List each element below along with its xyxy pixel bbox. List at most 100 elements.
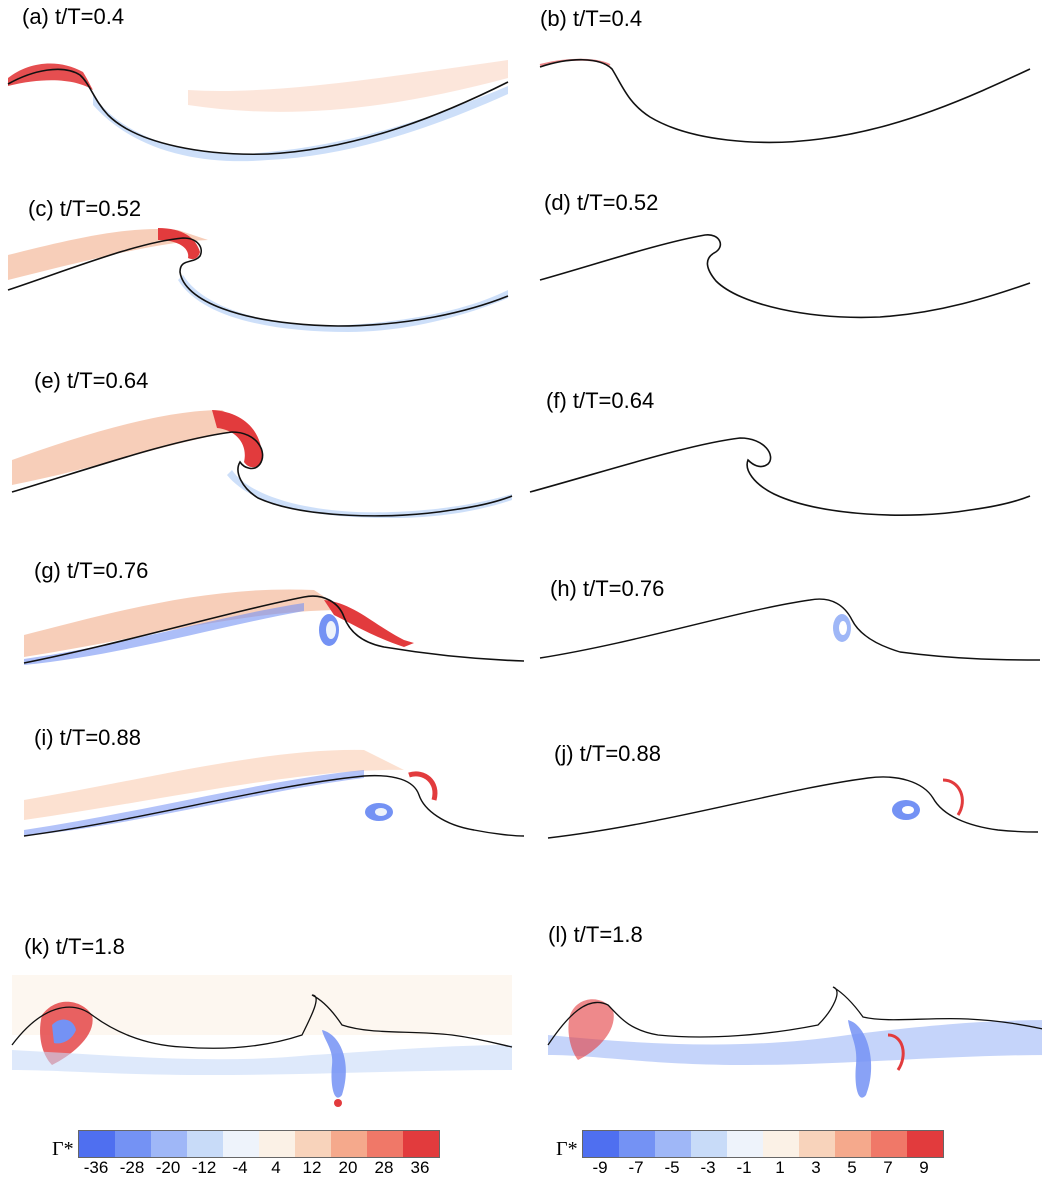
interface-line bbox=[529, 437, 1031, 516]
interface-line bbox=[539, 598, 1041, 661]
negative-vorticity-layer bbox=[178, 275, 508, 332]
colorbar-tick-label: -9 bbox=[592, 1158, 608, 1177]
colorbar-tick-label: -4 bbox=[232, 1158, 248, 1177]
positive-vorticity-layer bbox=[188, 60, 508, 112]
positive-vorticity-layer bbox=[24, 749, 404, 820]
colorbar-swatch bbox=[367, 1131, 403, 1157]
colorbar-swatch bbox=[583, 1131, 619, 1157]
panel-label-a: (a) t/T=0.4 bbox=[22, 4, 125, 29]
crest-vorticity bbox=[324, 600, 414, 647]
colorbar-tick-label: 12 bbox=[302, 1158, 322, 1177]
interface-line bbox=[23, 595, 525, 664]
colorbar-title: Γ* bbox=[52, 1138, 74, 1160]
colorbar-left: Γ* -36 -28 -20 -12 -4 4 12 20 28 36 bbox=[40, 1128, 460, 1180]
panel-label-h: (h) t/T=0.76 bbox=[550, 576, 665, 601]
colorbar-swatch bbox=[871, 1131, 907, 1157]
negative-vorticity-layer bbox=[24, 770, 364, 836]
positive-vorticity-layer bbox=[12, 410, 252, 485]
panel-k-plot bbox=[11, 975, 513, 1107]
crest-vorticity bbox=[408, 771, 438, 801]
colorbar-tick-label: 7 bbox=[883, 1158, 893, 1177]
panel-h-plot bbox=[539, 598, 1041, 661]
colorbar-tick-label: -5 bbox=[664, 1158, 680, 1177]
panel-label-d: (d) t/T=0.52 bbox=[544, 190, 659, 215]
panel-label-g: (g) t/T=0.76 bbox=[34, 558, 149, 583]
interface-line bbox=[11, 994, 513, 1049]
interface-line bbox=[23, 774, 525, 837]
colorbar-tick-label: -28 bbox=[119, 1158, 145, 1177]
interface-line bbox=[539, 234, 1031, 319]
colorbar-tick-label: 20 bbox=[338, 1158, 358, 1177]
colorbar-swatch bbox=[187, 1131, 223, 1157]
colorbar-swatch bbox=[403, 1131, 439, 1157]
colorbar-right: Γ* -9 -7 -5 -3 -1 1 3 5 7 9 bbox=[546, 1128, 966, 1180]
panel-i-plot bbox=[23, 749, 525, 837]
panel-label-k: (k) t/T=1.8 bbox=[24, 934, 125, 959]
panel-label-j: (j) t/T=0.88 bbox=[554, 741, 661, 766]
crest-vorticity bbox=[158, 228, 200, 260]
colorbar-swatch bbox=[619, 1131, 655, 1157]
negative-vorticity-layer bbox=[227, 470, 512, 518]
breaking-vortex-left bbox=[568, 999, 614, 1060]
colorbar-tick-label: 28 bbox=[374, 1158, 394, 1177]
colorbar-swatch bbox=[727, 1131, 763, 1157]
colorbar-tick-label: -20 bbox=[155, 1158, 181, 1177]
colorbar-tick-label: 36 bbox=[410, 1158, 430, 1177]
colorbar-swatches bbox=[582, 1130, 944, 1158]
colorbar-ticks: -9 -7 -5 -3 -1 1 3 5 7 9 bbox=[582, 1158, 942, 1180]
colorbar-swatch bbox=[907, 1131, 943, 1157]
plunging-jet bbox=[848, 1020, 872, 1098]
vorticity-under-surface bbox=[548, 1020, 1042, 1065]
panel-label-l: (l) t/T=1.8 bbox=[548, 922, 643, 947]
interface-line bbox=[11, 431, 513, 517]
crest-vorticity bbox=[212, 410, 263, 468]
colorbar-swatch bbox=[691, 1131, 727, 1157]
panel-label-b: (b) t/T=0.4 bbox=[540, 6, 643, 31]
colorbar-ticks: -36 -28 -20 -12 -4 4 12 20 28 36 bbox=[78, 1158, 438, 1180]
colorbar-tick-label: 9 bbox=[919, 1158, 929, 1177]
colorbar-swatch bbox=[295, 1131, 331, 1157]
crest-vorticity bbox=[8, 63, 93, 90]
colorbar-tick-label: -36 bbox=[83, 1158, 109, 1177]
panel-b-plot bbox=[539, 58, 1031, 144]
negative-vorticity-layer bbox=[24, 603, 304, 665]
panel-l-plot bbox=[547, 986, 1042, 1098]
colorbar-swatch bbox=[655, 1131, 691, 1157]
panel-c-plot bbox=[7, 228, 509, 332]
colorbar-tick-label: -3 bbox=[700, 1158, 716, 1177]
positive-vorticity-layer bbox=[24, 589, 344, 657]
panel-j-plot bbox=[547, 776, 1039, 839]
colorbar-tick-label: 5 bbox=[847, 1158, 857, 1177]
panel-e-plot bbox=[11, 410, 513, 518]
panel-g-plot bbox=[23, 589, 525, 665]
panel-label-f: (f) t/T=0.64 bbox=[546, 388, 655, 413]
panel-label-c: (c) t/T=0.52 bbox=[28, 196, 142, 221]
colorbar-tick-label: 3 bbox=[811, 1158, 821, 1177]
colorbar-swatch bbox=[151, 1131, 187, 1157]
interface-line bbox=[7, 237, 509, 327]
colorbar-swatch bbox=[835, 1131, 871, 1157]
colorbar-tick-label: -12 bbox=[191, 1158, 217, 1177]
colorbar-swatches bbox=[78, 1130, 440, 1158]
colorbar-title: Γ* bbox=[556, 1138, 578, 1160]
panel-f-plot bbox=[529, 437, 1031, 516]
colorbar-swatch bbox=[223, 1131, 259, 1157]
negative-vorticity-layer bbox=[93, 86, 508, 162]
vorticity-under-surface bbox=[12, 1045, 512, 1075]
colorbar-tick-label: -7 bbox=[628, 1158, 644, 1177]
colorbar-swatch bbox=[763, 1131, 799, 1157]
colorbar-swatch bbox=[331, 1131, 367, 1157]
panel-d-plot bbox=[539, 234, 1031, 319]
interface-line bbox=[547, 986, 1042, 1046]
interface-line bbox=[7, 68, 509, 156]
interface-line bbox=[539, 58, 1031, 144]
colorbar-tick-label: 4 bbox=[271, 1158, 281, 1177]
crest-vorticity bbox=[942, 778, 964, 816]
background-tint bbox=[12, 975, 512, 1035]
panel-a-plot bbox=[7, 60, 509, 162]
panel-label-e: (e) t/T=0.64 bbox=[34, 368, 149, 393]
colorbar-tick-label: 1 bbox=[775, 1158, 785, 1177]
crest-vorticity bbox=[887, 1033, 905, 1071]
colorbar-tick-label: -1 bbox=[736, 1158, 752, 1177]
colorbar-swatch bbox=[79, 1131, 115, 1157]
